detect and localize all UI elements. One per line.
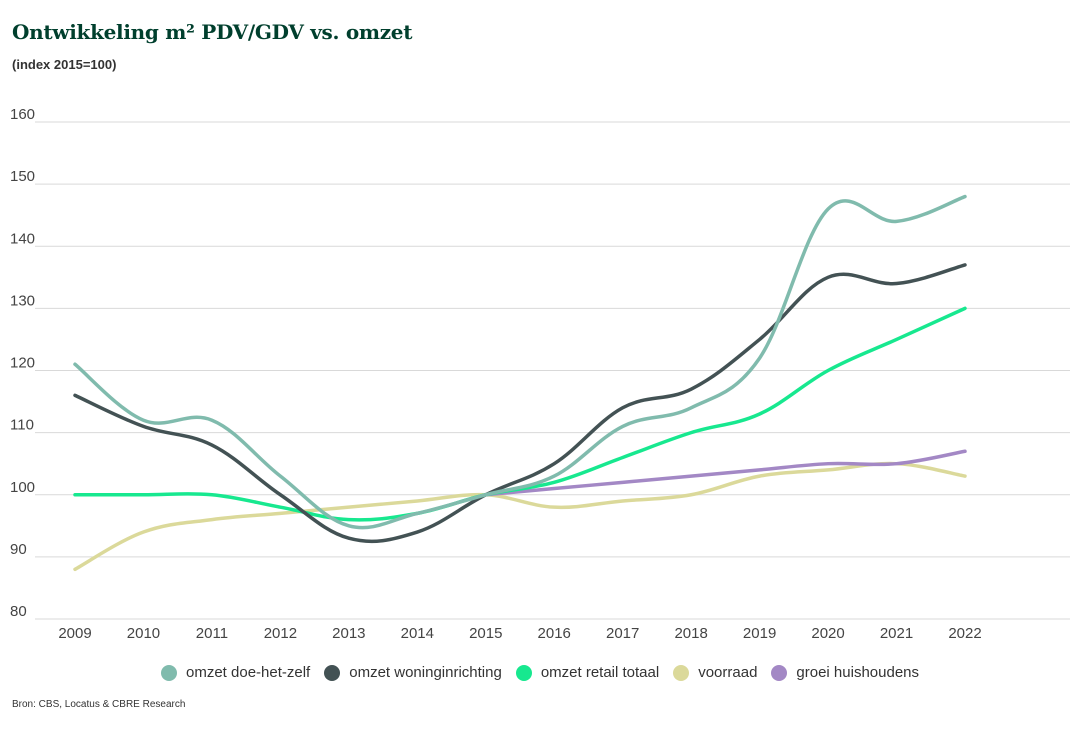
legend-label: omzet doe-het-zelf (186, 664, 311, 681)
legend-item: omzet woninginrichting (324, 664, 502, 681)
x-tick-label: 2009 (58, 625, 91, 642)
x-tick-label: 2010 (127, 625, 160, 642)
x-tick-label: 2020 (811, 625, 844, 642)
source-note: Bron: CBS, Locatus & CBRE Research (12, 699, 186, 710)
legend-item: omzet doe-het-zelf (161, 664, 310, 681)
y-tick-label: 120 (10, 355, 35, 372)
x-tick-label: 2018 (674, 625, 707, 642)
y-tick-label: 150 (10, 168, 35, 185)
x-tick-label: 2019 (743, 625, 776, 642)
legend-item: omzet retail totaal (515, 664, 660, 681)
legend-marker-icon (324, 664, 341, 681)
y-tick-label: 90 (10, 541, 27, 558)
legend-item: groei huishoudens (771, 664, 919, 681)
legend-label: groei huishoudens (796, 664, 919, 681)
x-tick-label: 2022 (948, 625, 981, 642)
legend-label: omzet woninginrichting (349, 664, 502, 681)
x-tick-label: 2013 (332, 625, 365, 642)
chart-legend: omzet doe-het-zelf omzet woninginrichting… (0, 664, 1080, 681)
series-line-groei-huishoudens (484, 449, 967, 497)
x-axis-ticks: 2009 2010 2011 2012 2013 2014 2015 2016 2017 2018… (58, 625, 981, 642)
series-line-omzet-doe-het-zelf (73, 194, 967, 530)
x-tick-label: 2015 (469, 625, 502, 642)
y-tick-label: 100 (10, 479, 35, 496)
legend-label: omzet retail totaal (540, 664, 660, 681)
grid-lines (35, 121, 1070, 620)
x-tick-label: 2017 (606, 625, 639, 642)
x-tick-label: 2011 (196, 625, 228, 642)
chart-subtitle: (index 2015=100) (12, 57, 117, 72)
x-tick-label: 2014 (401, 625, 434, 642)
y-tick-label: 110 (10, 417, 34, 434)
legend-marker-icon (515, 664, 532, 681)
y-tick-label: 130 (10, 292, 35, 309)
legend-item: voorraad (673, 664, 757, 681)
legend-marker-icon (161, 664, 177, 681)
series-line-omzet-woninginrichting (73, 263, 967, 544)
y-tick-label: 80 (10, 603, 27, 620)
y-tick-label: 160 (10, 106, 35, 123)
legend-marker-icon (673, 664, 690, 681)
y-axis-ticks: 80 90 100 110 120 130 140 150 160 (10, 106, 35, 620)
series-line-voorraad (73, 461, 967, 572)
x-tick-label: 2021 (880, 625, 913, 642)
y-tick-label: 140 (10, 230, 35, 247)
legend-marker-icon (771, 664, 788, 681)
chart-title: Ontwikkeling m² PDV/GDV vs. omzet (12, 20, 413, 44)
x-tick-label: 2016 (538, 625, 571, 642)
series-lines (73, 194, 967, 572)
legend-label: voorraad (698, 664, 758, 681)
x-tick-label: 2012 (264, 625, 297, 642)
